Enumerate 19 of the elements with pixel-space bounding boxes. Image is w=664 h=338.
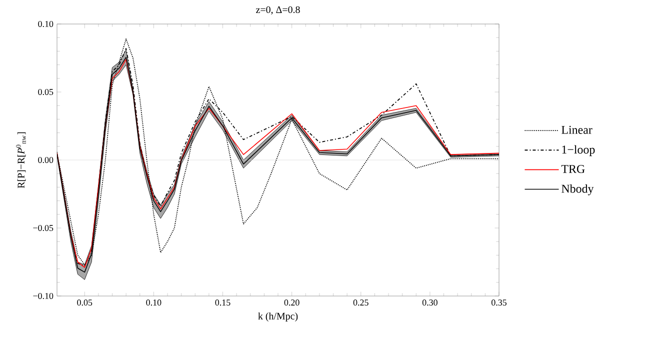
y-tick-label: 0.05 (38, 88, 54, 96)
x-tick-label: 0.35 (492, 300, 507, 306)
x-axis-title: k (h/Mpc) (258, 312, 298, 322)
y-axis-title: R[P]−R[P$^{0}$$_{nw}$] (16, 132, 26, 188)
x-tick-label: 0.05 (77, 300, 92, 306)
x-tick-label: 0.25 (353, 300, 368, 306)
y-tick-label: 0.10 (38, 20, 54, 28)
x-tick-label: 0.20 (284, 300, 300, 306)
y-tick-label: 0.00 (38, 156, 54, 164)
legend-label: Linear (562, 126, 592, 134)
x-tick-label: 0.15 (215, 300, 230, 306)
legend-label: Nbody (562, 184, 594, 196)
legend-label: TRG (561, 164, 585, 174)
chart-title: z=0, Δ=0.8 (256, 6, 300, 14)
y-tick-label: −0.05 (33, 224, 54, 232)
legend-label: 1−loop (562, 145, 595, 156)
y-tick-label: −0.10 (33, 292, 54, 300)
x-tick-label: 0.30 (422, 300, 438, 306)
x-tick-label: 0.10 (146, 300, 162, 306)
